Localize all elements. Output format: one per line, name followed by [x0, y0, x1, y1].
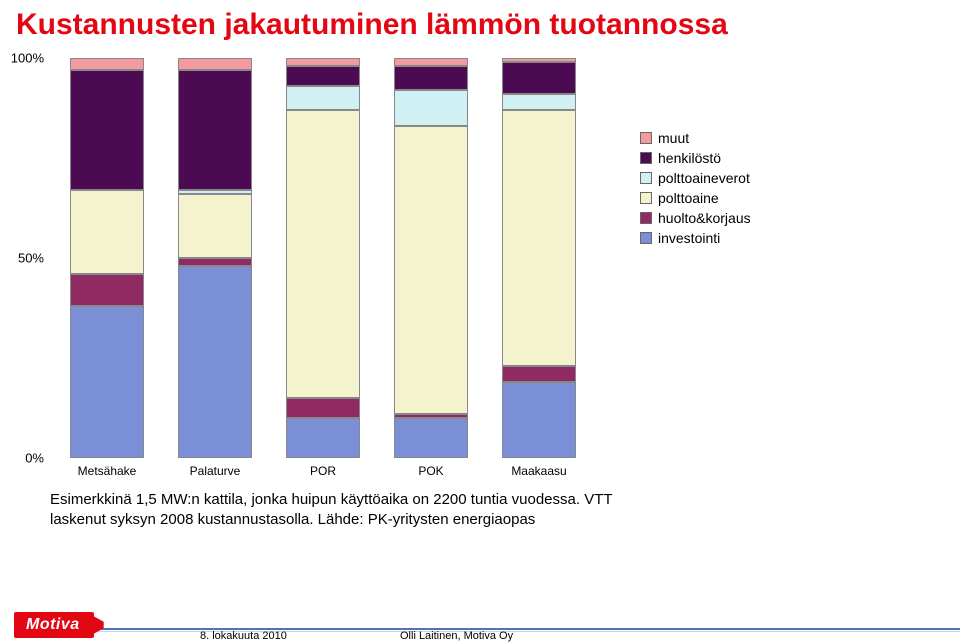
slide-title: Kustannusten jakautuminen lämmön tuotann… — [16, 8, 728, 42]
bar-por — [286, 58, 360, 458]
bar-maakaasu — [502, 58, 576, 458]
seg-polttoaineverot — [286, 86, 360, 110]
seg-polttoaine — [286, 110, 360, 398]
seg-huolto_korjaus — [286, 398, 360, 418]
xaxis-label: Metsähake — [78, 464, 137, 478]
seg-investointi — [286, 418, 360, 458]
legend-label: investointi — [658, 230, 720, 246]
seg-huolto_korjaus — [502, 366, 576, 382]
chart-legend: muut henkilöstö polttoaineverot polttoaine h… — [640, 130, 751, 250]
legend-label: henkilöstö — [658, 150, 721, 166]
legend-swatch — [640, 212, 652, 224]
legend-label: muut — [658, 130, 689, 146]
xaxis-label: Maakaasu — [511, 464, 566, 478]
legend-item: muut — [640, 130, 751, 146]
legend-label: polttoaine — [658, 190, 719, 206]
xaxis-label: POK — [418, 464, 443, 478]
seg-investointi — [502, 382, 576, 458]
seg-muut — [286, 58, 360, 66]
seg-polttoaine — [394, 126, 468, 414]
legend-item: polttoaine — [640, 190, 751, 206]
legend-item: polttoaineverot — [640, 170, 751, 186]
xaxis-label: POR — [310, 464, 336, 478]
legend-swatch — [640, 172, 652, 184]
chart-caption: Esimerkkinä 1,5 MW:n kattila, jonka huip… — [50, 490, 650, 531]
chart-plot-area: MetsähakePalaturvePORPOKMaakaasu — [50, 58, 610, 458]
legend-label: huolto&korjaus — [658, 210, 751, 226]
legend-item: huolto&korjaus — [640, 210, 751, 226]
xaxis-label: Palaturve — [190, 464, 241, 478]
legend-swatch — [640, 192, 652, 204]
bar-metsähake — [70, 58, 144, 458]
legend-label: polttoaineverot — [658, 170, 750, 186]
stacked-bar-chart: 100% 50% 0% MetsähakePalaturvePORPOKMaak… — [50, 58, 610, 458]
legend-item: investointi — [640, 230, 751, 246]
footer-date: 8. lokakuuta 2010 — [200, 630, 287, 642]
seg-polttoaineverot — [502, 94, 576, 110]
legend-swatch — [640, 152, 652, 164]
seg-huolto_korjaus — [70, 274, 144, 306]
yaxis-tick-50: 50% — [18, 251, 44, 266]
seg-investointi — [70, 306, 144, 458]
seg-huolto_korjaus — [178, 258, 252, 266]
legend-item: henkilöstö — [640, 150, 751, 166]
footer-author: Olli Laitinen, Motiva Oy — [400, 630, 513, 642]
seg-muut — [70, 58, 144, 70]
seg-henkilosto — [178, 70, 252, 190]
seg-polttoaine — [70, 190, 144, 274]
seg-polttoaine — [502, 110, 576, 366]
legend-swatch — [640, 232, 652, 244]
seg-henkilosto — [286, 66, 360, 86]
seg-polttoaineverot — [394, 90, 468, 126]
seg-henkilosto — [502, 62, 576, 94]
motiva-logo: Motiva — [14, 612, 94, 638]
seg-polttoaine — [178, 194, 252, 258]
slide-footer: Motiva 8. lokakuuta 2010 Olli Laitinen, … — [0, 600, 960, 644]
seg-muut — [178, 58, 252, 70]
seg-investointi — [178, 266, 252, 458]
yaxis-tick-0: 0% — [25, 451, 44, 466]
yaxis-tick-100: 100% — [11, 51, 44, 66]
legend-swatch — [640, 132, 652, 144]
bar-pok — [394, 58, 468, 458]
seg-muut — [394, 58, 468, 66]
seg-henkilosto — [70, 70, 144, 190]
bar-palaturve — [178, 58, 252, 458]
seg-henkilosto — [394, 66, 468, 90]
seg-investointi — [394, 418, 468, 458]
